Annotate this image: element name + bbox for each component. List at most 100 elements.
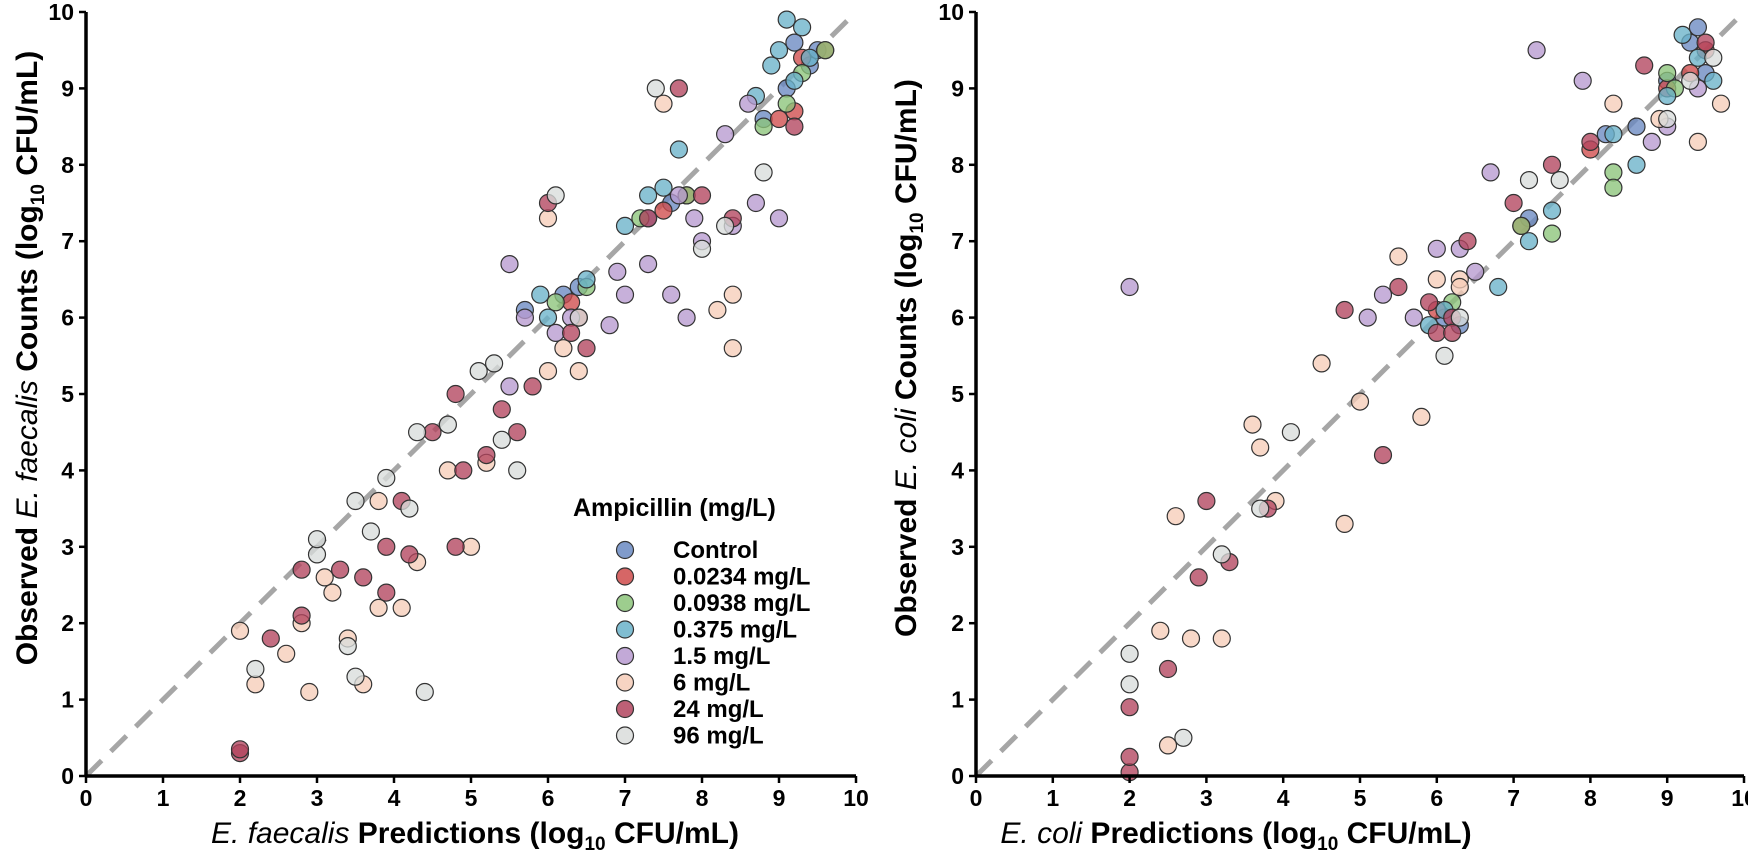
data-point: [538, 362, 558, 381]
data-point: [423, 423, 442, 442]
y-axis-label-text: Counts (log: [11, 205, 44, 380]
data-point: [492, 430, 511, 449]
series-6: [1120, 33, 1715, 782]
data-point: [538, 209, 558, 228]
y-axis-label-text: Counts (log: [890, 234, 923, 409]
data-point: [292, 606, 311, 625]
data-point: [600, 316, 619, 335]
y-axis-title: Observed E. faecalis Counts (log10 CFU/m…: [11, 51, 49, 666]
legend-swatch: [615, 726, 635, 745]
data-point: [608, 262, 627, 281]
legend-swatch: [615, 567, 635, 586]
y-axis-prefix: Observed: [11, 519, 44, 666]
y-axis-unit: CFU/mL): [11, 51, 44, 184]
data-point: [1174, 728, 1193, 747]
data-point: [1581, 132, 1600, 151]
data-point: [546, 293, 565, 312]
y-axis-organism: E. faecalis: [11, 380, 44, 518]
x-tick-label: 7: [619, 785, 632, 811]
y-tick-label: 0: [951, 763, 964, 789]
data-point: [1358, 308, 1377, 327]
y-tick-label: 8: [951, 152, 964, 178]
x-tick-label: 2: [1123, 785, 1136, 811]
data-point: [261, 629, 280, 648]
data-point: [461, 537, 481, 556]
x-tick-label: 10: [843, 785, 869, 811]
x-axis-title: E. faecalis Predictions (log10 CFU/mL): [211, 817, 739, 852]
x-tick-label: 4: [388, 785, 401, 811]
series-4: [500, 94, 789, 396]
data-point: [1542, 224, 1562, 243]
x-tick-label: 6: [542, 785, 555, 811]
data-point: [569, 308, 588, 327]
data-point: [1151, 621, 1170, 640]
y-tick-label: 5: [951, 381, 964, 407]
data-point: [392, 598, 411, 618]
data-point: [1435, 346, 1454, 365]
y-tick-label: 7: [951, 228, 964, 254]
data-point: [715, 125, 735, 144]
data-point: [438, 461, 457, 480]
data-point: [546, 186, 565, 205]
data-point: [546, 323, 565, 342]
data-point: [323, 583, 342, 602]
data-point: [1642, 132, 1661, 151]
plot-area: [84, 10, 858, 778]
data-point: [315, 568, 334, 587]
data-point: [1466, 262, 1485, 281]
data-point: [331, 560, 350, 579]
data-point: [377, 583, 396, 602]
y-axis-prefix: Observed: [890, 490, 923, 637]
legend-label: 96 mg/L: [673, 723, 764, 750]
legend-swatch: [615, 673, 635, 692]
data-point: [1373, 446, 1393, 465]
data-point: [615, 285, 635, 304]
data-point: [692, 186, 712, 205]
x-tick-label: 3: [311, 785, 324, 811]
legend-swatch: [615, 646, 635, 666]
series-6: [230, 79, 804, 763]
data-point: [1604, 178, 1623, 197]
data-point: [739, 94, 758, 113]
x-axis-subscript: 10: [1317, 834, 1338, 852]
x-tick-label: 9: [1661, 785, 1674, 811]
x-tick-label: 9: [773, 785, 786, 811]
data-point: [1489, 277, 1508, 297]
data-point: [246, 675, 265, 694]
data-point: [677, 308, 696, 327]
data-point: [1443, 323, 1462, 342]
data-point: [1527, 41, 1546, 60]
series-7: [246, 79, 773, 702]
x-axis-organism: E. coli: [1000, 817, 1083, 850]
data-point: [785, 71, 804, 90]
legend-label: 0.0938 mg/L: [673, 590, 810, 617]
data-point: [1688, 132, 1708, 151]
data-point: [816, 41, 835, 60]
data-point: [746, 193, 766, 213]
data-point: [1673, 25, 1692, 45]
data-point: [1711, 94, 1731, 113]
data-point: [1542, 155, 1562, 174]
legend-label: 1.5 mg/L: [673, 643, 770, 670]
series-3: [1419, 25, 1723, 335]
data-point: [577, 270, 596, 289]
data-point: [500, 377, 519, 396]
data-point: [769, 41, 789, 60]
data-point: [1212, 629, 1231, 648]
data-point: [1120, 644, 1139, 663]
data-point: [377, 468, 396, 488]
y-tick-label: 0: [61, 763, 74, 789]
data-point: [1519, 232, 1539, 251]
x-axis-organism: E. faecalis: [211, 817, 349, 850]
series-3: [531, 10, 819, 327]
legend-item: 96 mg/L: [615, 723, 764, 750]
data-point: [408, 423, 427, 442]
data-point: [307, 545, 327, 564]
data-point: [277, 644, 296, 663]
data-point: [1604, 94, 1623, 113]
y-axis-unit: CFU/mL): [890, 79, 923, 212]
data-point: [1389, 277, 1408, 297]
data-point: [1481, 163, 1500, 182]
data-point: [723, 339, 742, 358]
data-point: [1504, 193, 1523, 213]
